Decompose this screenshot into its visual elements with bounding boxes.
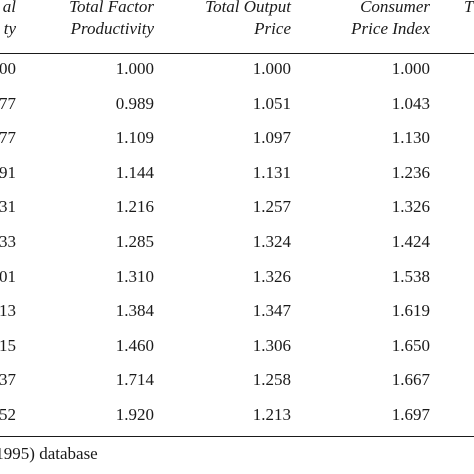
table-cell: 77 [0, 93, 16, 113]
footer-rule [0, 436, 474, 437]
table-row: 01 1.310 1.326 1.538 [0, 262, 474, 297]
table-row: 13 1.384 1.347 1.619 [0, 296, 474, 331]
table-cell: 33 [0, 231, 16, 251]
table-row: 91 1.144 1.131 1.236 [0, 158, 474, 193]
table-cell: 1.538 [391, 266, 430, 286]
table-cell: 1.216 [115, 197, 154, 217]
table-cell: 1.697 [391, 404, 430, 424]
table-cell: 1.310 [115, 266, 154, 286]
table-cell: 1.257 [252, 197, 291, 217]
table-cell: 13 [0, 301, 16, 321]
source-note: BIE (1995) database [0, 444, 98, 463]
table-row: 77 0.989 1.051 1.043 [0, 89, 474, 124]
table-cell: 1.306 [252, 335, 291, 355]
column-header-total-factor-productivity: Total Factor Productivity [69, 0, 154, 38]
column-header-0: al ty [2, 0, 16, 38]
table-cell: 1.213 [252, 404, 291, 424]
table-cell: 1.285 [115, 231, 154, 251]
table-cell: 1.714 [115, 370, 154, 390]
header-rule [0, 53, 474, 54]
table-cell: 1.131 [252, 162, 291, 182]
table-row: 00 1.000 1.000 1.000 [0, 54, 474, 89]
table-cell: 1.000 [391, 59, 430, 78]
table-cell: 1.424 [391, 231, 430, 251]
table-cell: 77 [0, 128, 16, 148]
table-cell: 00 [0, 59, 16, 78]
table-row: 77 1.109 1.097 1.130 [0, 123, 474, 158]
table-cell: 37 [0, 370, 16, 390]
table-cell: 1.460 [115, 335, 154, 355]
table-cell: 1.324 [252, 231, 291, 251]
table-cell: 1.619 [391, 301, 430, 321]
table-cell: 01 [0, 266, 16, 286]
table-cell: 1.097 [252, 128, 291, 148]
table-cell: 1.326 [252, 266, 291, 286]
table-cell: 1.667 [391, 370, 430, 390]
table-cell: 1.326 [391, 197, 430, 217]
table-cell: 1.144 [115, 162, 154, 182]
table-cell: 52 [0, 404, 16, 424]
table-cell: 15 [0, 335, 16, 355]
table-cell: 31 [0, 197, 16, 217]
table-cell: 1.051 [252, 93, 291, 113]
table-cell: 1.000 [115, 59, 154, 78]
table-body: 00 1.000 1.000 1.000 77 0.989 1.051 1.043 77 1.10… [0, 54, 474, 435]
column-header-consumer-price-index: Consumer Price Index [351, 0, 430, 38]
table-cell: 1.650 [391, 335, 430, 355]
table-cell: 1.920 [115, 404, 154, 424]
table-cell: 0.989 [115, 93, 154, 113]
table-row: 15 1.460 1.306 1.650 [0, 331, 474, 366]
table-cell: 1.236 [391, 162, 430, 182]
table-row: 37 1.714 1.258 1.667 [0, 365, 474, 400]
column-header-total-output-price: Total Output Price [205, 0, 291, 38]
table-cell: 91 [0, 162, 16, 182]
table-cell: 1.384 [115, 301, 154, 321]
table-row: 52 1.920 1.213 1.697 [0, 400, 474, 435]
table-cell: 1.258 [252, 370, 291, 390]
column-header-cut-off: T [464, 0, 474, 16]
table-row: 33 1.285 1.324 1.424 [0, 227, 474, 262]
table-cell: 1.000 [252, 59, 291, 78]
table-cell: 1.109 [115, 128, 154, 148]
table-row: 31 1.216 1.257 1.326 [0, 192, 474, 227]
table-cell: 1.043 [391, 93, 430, 113]
table-cell: 1.130 [391, 128, 430, 148]
table-cell: 1.347 [252, 301, 291, 321]
